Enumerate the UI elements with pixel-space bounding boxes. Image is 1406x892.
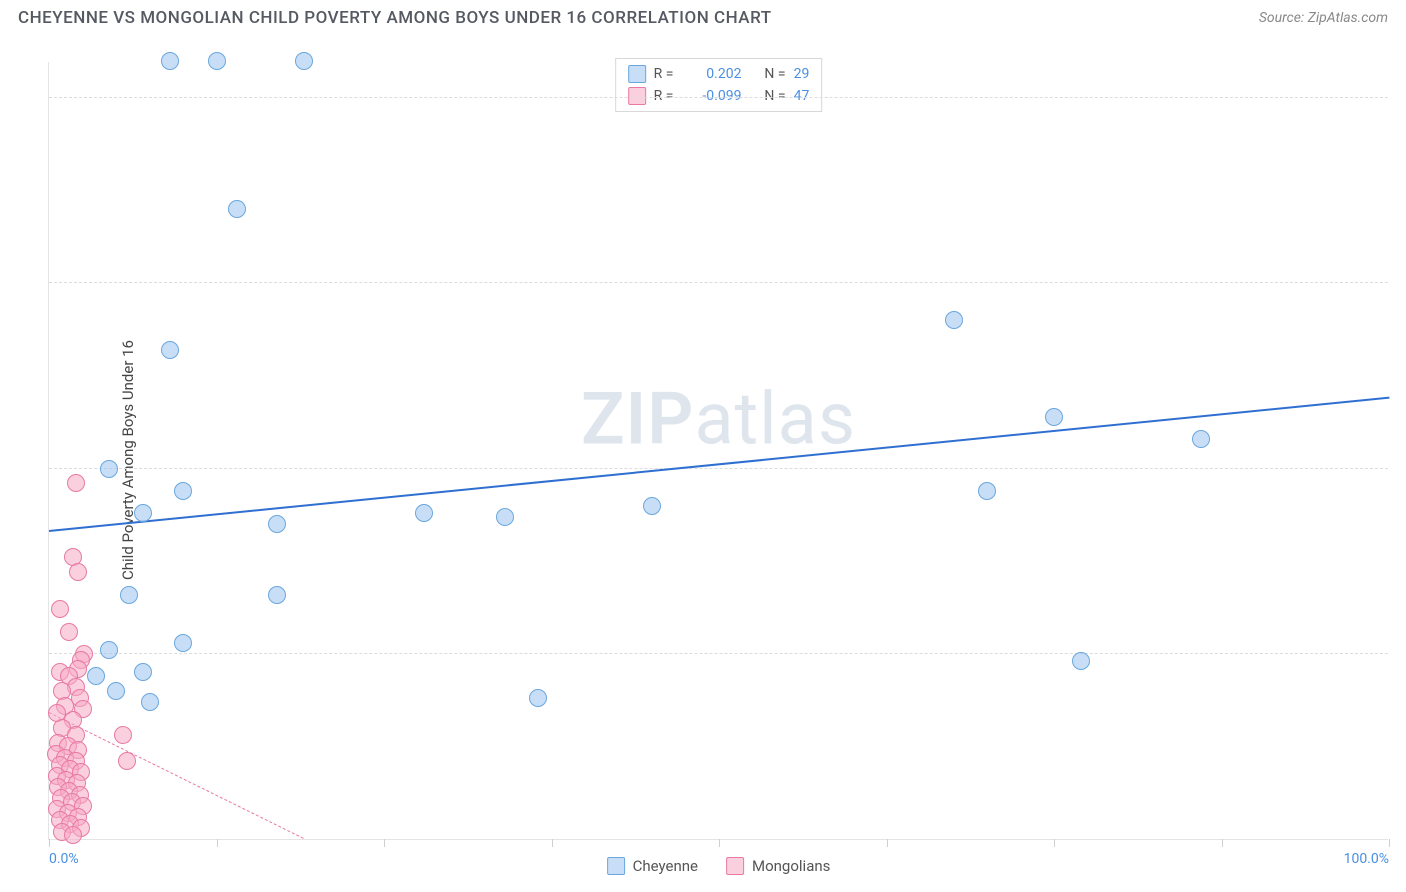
data-point — [161, 341, 179, 359]
data-point — [120, 586, 138, 604]
data-point — [100, 460, 118, 478]
chart-container: Child Poverty Among Boys Under 16 ZIPatl… — [0, 34, 1406, 886]
data-point — [87, 667, 105, 685]
data-point — [174, 482, 192, 500]
legend-correlation-row: R = 0.202 N = 29 — [628, 63, 810, 85]
watermark-bold: ZIP — [581, 377, 694, 462]
n-value: 29 — [794, 63, 810, 85]
r-label: R = — [654, 85, 674, 107]
n-label: N = — [764, 63, 785, 85]
trend-line — [49, 396, 1389, 531]
x-tick — [49, 839, 50, 847]
data-point — [208, 52, 226, 70]
x-tick — [1054, 839, 1055, 847]
legend-swatch — [607, 857, 625, 875]
data-point — [64, 826, 82, 844]
n-label: N = — [764, 85, 785, 107]
legend-series-item: Cheyenne — [607, 857, 698, 875]
plot-area: ZIPatlas R = 0.202 N = 29 R = -0.099 N = 47… — [48, 62, 1388, 840]
data-point — [141, 693, 159, 711]
x-tick — [1222, 839, 1223, 847]
data-point — [100, 641, 118, 659]
x-tick — [719, 839, 720, 847]
data-point — [107, 682, 125, 700]
legend-correlation-row: R = -0.099 N = 47 — [628, 85, 810, 107]
gridline-h — [49, 97, 1388, 98]
data-point — [1045, 408, 1063, 426]
data-point — [268, 586, 286, 604]
y-tick-label: 25.0% — [1398, 627, 1406, 645]
data-point — [529, 689, 547, 707]
r-label: R = — [654, 63, 674, 85]
y-tick-label: 100.0% — [1398, 71, 1406, 89]
data-point — [978, 482, 996, 500]
x-tick — [1389, 839, 1390, 847]
x-tick-label: 100.0% — [1344, 851, 1389, 867]
watermark: ZIPatlas — [581, 377, 856, 462]
x-tick — [887, 839, 888, 847]
x-tick — [552, 839, 553, 847]
data-point — [161, 52, 179, 70]
legend-series-item: Mongolians — [726, 857, 830, 875]
gridline-h — [49, 653, 1388, 654]
legend-swatch — [628, 65, 646, 83]
data-point — [69, 563, 87, 581]
data-point — [134, 663, 152, 681]
data-point — [60, 623, 78, 641]
legend-swatch — [726, 857, 744, 875]
x-tick — [217, 839, 218, 847]
x-tick-label: 0.0% — [49, 851, 79, 867]
legend-series-label: Mongolians — [752, 857, 830, 875]
data-point — [51, 600, 69, 618]
r-value: 0.202 — [681, 63, 741, 85]
data-point — [174, 634, 192, 652]
data-point — [643, 497, 661, 515]
data-point — [134, 504, 152, 522]
y-tick-label: 50.0% — [1398, 442, 1406, 460]
title-bar: CHEYENNE VS MONGOLIAN CHILD POVERTY AMON… — [0, 0, 1406, 34]
gridline-h — [49, 282, 1388, 283]
data-point — [496, 508, 514, 526]
data-point — [268, 515, 286, 533]
data-point — [114, 726, 132, 744]
source-label: Source: ZipAtlas.com — [1259, 10, 1388, 26]
n-value: 47 — [794, 85, 810, 107]
y-tick-label: 75.0% — [1398, 256, 1406, 274]
r-value: -0.099 — [681, 85, 741, 107]
legend-swatch — [628, 87, 646, 105]
data-point — [415, 504, 433, 522]
legend-series: Cheyenne Mongolians — [607, 857, 831, 875]
chart-title: CHEYENNE VS MONGOLIAN CHILD POVERTY AMON… — [18, 8, 772, 28]
data-point — [1192, 430, 1210, 448]
data-point — [1072, 652, 1090, 670]
gridline-h — [49, 468, 1388, 469]
x-tick — [384, 839, 385, 847]
legend-correlation: R = 0.202 N = 29 R = -0.099 N = 47 — [615, 58, 823, 112]
watermark-rest: atlas — [694, 377, 856, 462]
data-point — [67, 474, 85, 492]
data-point — [118, 752, 136, 770]
data-point — [945, 311, 963, 329]
data-point — [228, 200, 246, 218]
data-point — [295, 52, 313, 70]
legend-series-label: Cheyenne — [633, 857, 698, 875]
